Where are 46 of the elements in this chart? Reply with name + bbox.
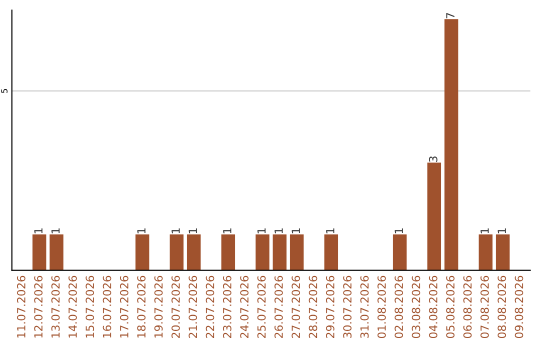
x-tick-label: 09.08.2026 xyxy=(514,276,524,338)
x-tick-label: 20.07.2026 xyxy=(171,276,180,338)
x-tick-label: 21.07.2026 xyxy=(188,276,198,338)
x-tick-label: 05.08.2026 xyxy=(446,276,455,338)
data-label: 7 xyxy=(446,13,454,18)
x-tick-label: 22.07.2026 xyxy=(206,276,214,338)
data-label: 1 xyxy=(274,228,283,234)
x-tick-label: 18.07.2026 xyxy=(137,276,146,338)
x-tick-label: 29.07.2026 xyxy=(326,276,334,338)
data-label: 1 xyxy=(51,228,60,234)
x-tick-label: 03.08.2026 xyxy=(412,276,420,338)
data-label: 1 xyxy=(257,228,266,234)
x-tick-label: 11.07.2026 xyxy=(17,276,26,338)
data-label: 1 xyxy=(498,228,506,234)
x-tick-label: 24.07.2026 xyxy=(240,276,249,338)
x-tick-label: 02.08.2026 xyxy=(394,276,404,338)
data-label: 1 xyxy=(326,228,334,234)
data-label: 1 xyxy=(137,228,146,234)
x-tick-label: 07.08.2026 xyxy=(480,276,489,338)
data-label: 1 xyxy=(292,228,300,234)
x-tick-label: 27.07.2026 xyxy=(292,276,300,338)
x-tick-label: 26.07.2026 xyxy=(274,276,283,338)
x-tick-label: 19.07.2026 xyxy=(154,276,163,338)
data-label: 1 xyxy=(223,228,232,234)
x-tick-label: 04.08.2026 xyxy=(428,276,438,338)
x-tick-label: 28.07.2026 xyxy=(308,276,318,338)
x-tick-label: 17.07.2026 xyxy=(120,276,128,338)
x-tick-label: 06.08.2026 xyxy=(463,276,472,338)
data-label: 1 xyxy=(34,228,42,234)
x-tick-label: 15.07.2026 xyxy=(86,276,94,338)
y-tick-label: 5 xyxy=(1,89,8,93)
data-label: 1 xyxy=(188,228,197,234)
data-label: 1 xyxy=(394,228,403,234)
x-tick-label: 25.07.2026 xyxy=(257,276,266,338)
x-tick-label: 31.07.2026 xyxy=(360,276,369,338)
x-tick-label: 01.08.2026 xyxy=(377,276,386,338)
x-tick-label: 13.07.2026 xyxy=(51,276,60,338)
x-tick-label: 16.07.2026 xyxy=(102,276,112,338)
data-label: 1 xyxy=(172,228,180,234)
data-label: 3 xyxy=(428,156,438,162)
x-tick-label: 23.07.2026 xyxy=(222,276,232,338)
x-tick-label: 12.07.2026 xyxy=(34,276,43,338)
x-tick-label: 30.07.2026 xyxy=(343,276,352,338)
x-tick-label: 14.07.2026 xyxy=(68,276,77,338)
x-tick-label: 08.08.2026 xyxy=(498,276,506,338)
data-label: 1 xyxy=(480,228,489,234)
